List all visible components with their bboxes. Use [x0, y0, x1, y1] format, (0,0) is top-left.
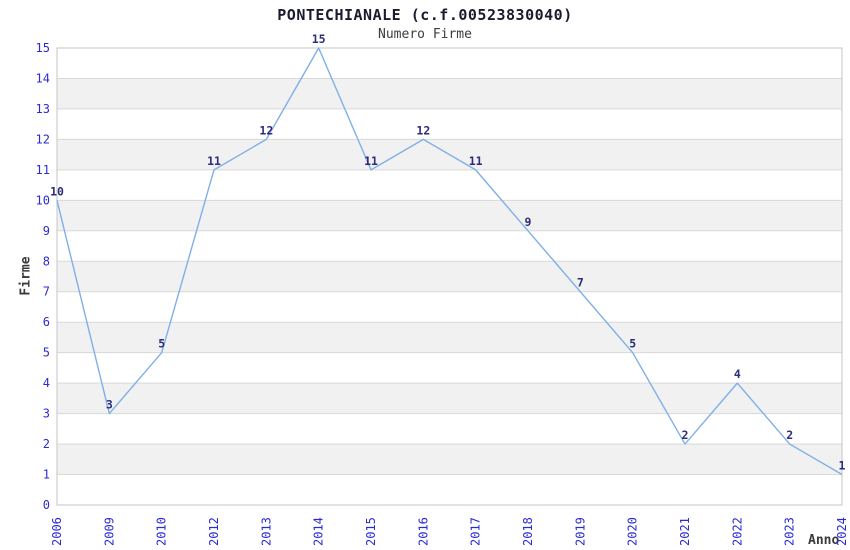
data-label: 3 [106, 398, 113, 412]
shaded-band [57, 78, 842, 109]
data-label: 10 [50, 184, 64, 198]
y-tick-label: 11 [36, 163, 50, 177]
shaded-band [57, 444, 842, 475]
data-label: 7 [577, 276, 584, 290]
data-label: 11 [364, 154, 378, 168]
data-label: 2 [682, 428, 689, 442]
chart-subtitle: Numero Firme [378, 27, 472, 42]
x-tick-label: 2006 [50, 517, 64, 546]
data-label: 2 [786, 428, 793, 442]
y-tick-label: 15 [36, 41, 50, 55]
shaded-band [57, 322, 842, 353]
chart-title: PONTECHIANALE (c.f.00523830040) [277, 6, 573, 24]
y-tick-label: 13 [36, 102, 50, 116]
data-label: 4 [734, 367, 741, 381]
data-label: 11 [469, 154, 483, 168]
data-label: 5 [629, 337, 636, 351]
x-tick-label: 2024 [835, 517, 849, 546]
x-tick-label: 2009 [102, 517, 116, 546]
shaded-band [57, 200, 842, 231]
y-tick-label: 3 [43, 407, 50, 421]
x-tick-label: 2014 [312, 517, 326, 546]
shaded-band [57, 261, 842, 292]
x-tick-label: 2013 [259, 517, 273, 546]
data-label: 9 [525, 215, 532, 229]
x-tick-label: 2012 [207, 517, 221, 546]
shaded-band [57, 383, 842, 414]
data-label: 5 [158, 337, 165, 351]
y-tick-label: 10 [36, 193, 50, 207]
y-tick-label: 1 [43, 468, 50, 482]
x-tick-label: 2018 [521, 517, 535, 546]
y-tick-label: 5 [43, 346, 50, 360]
data-label: 11 [207, 154, 221, 168]
y-tick-label: 7 [43, 285, 50, 299]
x-tick-label: 2017 [469, 517, 483, 546]
data-label: 12 [416, 123, 430, 137]
y-tick-label: 14 [36, 71, 50, 85]
x-tick-label: 2016 [416, 517, 430, 546]
x-tick-label: 2015 [364, 517, 378, 546]
data-label: 12 [259, 123, 273, 137]
x-tick-label: 2022 [730, 517, 744, 546]
x-axis-label: Anno [808, 533, 840, 548]
y-tick-label: 9 [43, 224, 50, 238]
y-tick-label: 8 [43, 254, 50, 268]
y-tick-label: 4 [43, 376, 50, 390]
x-tick-label: 2020 [626, 517, 640, 546]
data-line [56, 47, 843, 476]
y-tick-label: 6 [43, 315, 50, 329]
plot-border [56, 47, 843, 506]
y-tick-label: 12 [36, 132, 50, 146]
x-tick-label: 2023 [783, 517, 797, 546]
x-tick-label: 2010 [155, 517, 169, 546]
data-label: 15 [312, 32, 326, 46]
y-tick-label: 2 [43, 437, 50, 451]
x-tick-label: 2021 [678, 517, 692, 546]
data-label: 1 [839, 459, 846, 473]
y-tick-label: 0 [43, 498, 50, 512]
x-tick-label: 2019 [573, 517, 587, 546]
